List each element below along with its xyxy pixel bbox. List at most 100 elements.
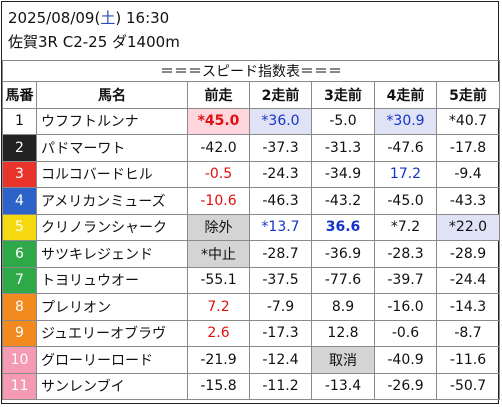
speed-value: -28.9	[435, 240, 501, 268]
table-row: 2 パドマーワト -42.0 -37.3 -31.3 -47.6 -17.8	[2, 134, 501, 162]
speed-value: -55.1	[187, 266, 250, 294]
horse-number: 3	[2, 160, 37, 188]
speed-value: -39.7	[374, 266, 437, 294]
speed-value: 取消	[311, 346, 375, 374]
race-info: 佐賀3R C2-25 ダ1400m	[8, 33, 180, 51]
speed-value: *30.9	[374, 107, 437, 135]
speed-value: *13.7	[249, 213, 312, 241]
col-header-4th: 4走前	[374, 81, 437, 109]
table-row: 4 アメリカンミューズ -10.6 -46.3 -43.2 -45.0 -43.…	[2, 187, 501, 215]
col-header-name: 馬名	[36, 81, 188, 109]
speed-value: -43.2	[311, 187, 375, 215]
speed-value: -0.6	[374, 319, 437, 347]
table-header-row: 馬番 馬名 前走 2走前 3走前 4走前 5走前	[2, 81, 501, 109]
speed-index-table: ＝＝＝スピード指数表＝＝＝ 馬番 馬名 前走 2走前 3走前 4走前 5走前 1…	[1, 60, 501, 400]
table-row: 10 グローリーロード -21.9 -12.4 取消 -40.9 -11.6	[2, 346, 501, 374]
speed-value: *45.0	[187, 107, 250, 135]
speed-value: -26.9	[374, 372, 437, 400]
horse-name: プレリオン	[36, 293, 188, 321]
speed-value: -16.0	[374, 293, 437, 321]
speed-value: 8.9	[311, 293, 375, 321]
speed-value: -21.9	[187, 346, 250, 374]
speed-value: -14.3	[435, 293, 501, 321]
speed-value: 17.2	[374, 160, 437, 188]
speed-value: -36.9	[311, 240, 375, 268]
speed-value: -50.7	[435, 372, 501, 400]
horse-number: 8	[2, 293, 37, 321]
speed-value: -13.4	[311, 372, 375, 400]
table-title: ＝＝＝スピード指数表＝＝＝	[1, 60, 501, 82]
speed-value: -34.9	[311, 160, 375, 188]
speed-value: -0.5	[187, 160, 250, 188]
race-date: 2025/08/09	[8, 9, 95, 27]
speed-value: -40.9	[374, 346, 437, 374]
speed-value: -17.8	[435, 134, 501, 162]
table-row: 5 クリノランシャーク 除外 *13.7 36.6 *7.2 *22.0	[2, 213, 501, 241]
horse-number: 6	[2, 240, 37, 268]
speed-value: *22.0	[435, 213, 501, 241]
horse-name: サツキレジェンド	[36, 240, 188, 268]
table-row: 9 ジュエリーオブラヴ 2.6 -17.3 12.8 -0.6 -8.7	[2, 319, 501, 347]
speed-value: -10.6	[187, 187, 250, 215]
speed-value: -24.3	[249, 160, 312, 188]
horse-name: ウフフトルンナ	[36, 107, 188, 135]
horse-name: ジュエリーオブラヴ	[36, 319, 188, 347]
speed-value: -17.3	[249, 319, 312, 347]
speed-value: -47.6	[374, 134, 437, 162]
speed-value: 2.6	[187, 319, 250, 347]
table-row: 6 サツキレジェンド *中止 -28.7 -36.9 -28.3 -28.9	[2, 240, 501, 268]
speed-value: -24.4	[435, 266, 501, 294]
speed-value: -31.3	[311, 134, 375, 162]
horse-number: 1	[2, 107, 37, 135]
speed-value: -9.4	[435, 160, 501, 188]
speed-value: 12.8	[311, 319, 375, 347]
weekday-close: )	[115, 9, 122, 27]
table-row: 8 プレリオン 7.2 -7.9 8.9 -16.0 -14.3	[2, 293, 501, 321]
table-row: 1 ウフフトルンナ *45.0 *36.0 -5.0 *30.9 *40.7	[2, 107, 501, 135]
speed-value: -42.0	[187, 134, 250, 162]
race-weekday: 土	[100, 9, 116, 27]
horse-number: 5	[2, 213, 37, 241]
horse-number: 2	[2, 134, 37, 162]
horse-name: トヨリュウオー	[36, 266, 188, 294]
speed-value: -5.0	[311, 107, 375, 135]
speed-value: *7.2	[374, 213, 437, 241]
speed-value: -11.6	[435, 346, 501, 374]
speed-value: -77.6	[311, 266, 375, 294]
speed-value: -43.3	[435, 187, 501, 215]
speed-value: -37.3	[249, 134, 312, 162]
table-row: 3 コルコバードヒル -0.5 -24.3 -34.9 17.2 -9.4	[2, 160, 501, 188]
speed-value: -8.7	[435, 319, 501, 347]
horse-number: 4	[2, 187, 37, 215]
table-row: 7 トヨリュウオー -55.1 -37.5 -77.6 -39.7 -24.4	[2, 266, 501, 294]
speed-value: -15.8	[187, 372, 250, 400]
race-time: 16:30	[125, 9, 170, 27]
speed-value: -11.2	[249, 372, 312, 400]
speed-value: *40.7	[435, 107, 501, 135]
horse-number: 10	[2, 346, 37, 374]
speed-value: -7.9	[249, 293, 312, 321]
horse-number: 11	[2, 372, 37, 400]
col-header-last: 前走	[187, 81, 250, 109]
speed-value: *中止	[187, 240, 250, 268]
horse-name: パドマーワト	[36, 134, 188, 162]
speed-value: -12.4	[249, 346, 312, 374]
col-header-5th: 5走前	[435, 81, 501, 109]
col-header-2nd: 2走前	[249, 81, 312, 109]
speed-value: -37.5	[249, 266, 312, 294]
horse-name: グローリーロード	[36, 346, 188, 374]
horse-name: コルコバードヒル	[36, 160, 188, 188]
speed-value: -28.7	[249, 240, 312, 268]
race-datetime: 2025/08/09(土) 16:30	[8, 9, 169, 27]
table-row: 11 サンレンブイ -15.8 -11.2 -13.4 -26.9 -50.7	[2, 372, 501, 400]
weekday-open: (	[94, 9, 101, 27]
speed-value: 除外	[187, 213, 250, 241]
horse-name: クリノランシャーク	[36, 213, 188, 241]
speed-value: 7.2	[187, 293, 250, 321]
speed-value: -46.3	[249, 187, 312, 215]
col-header-number: 馬番	[2, 81, 37, 109]
horse-name: サンレンブイ	[36, 372, 188, 400]
table-title-row: ＝＝＝スピード指数表＝＝＝	[1, 60, 501, 82]
col-header-3rd: 3走前	[311, 81, 375, 109]
